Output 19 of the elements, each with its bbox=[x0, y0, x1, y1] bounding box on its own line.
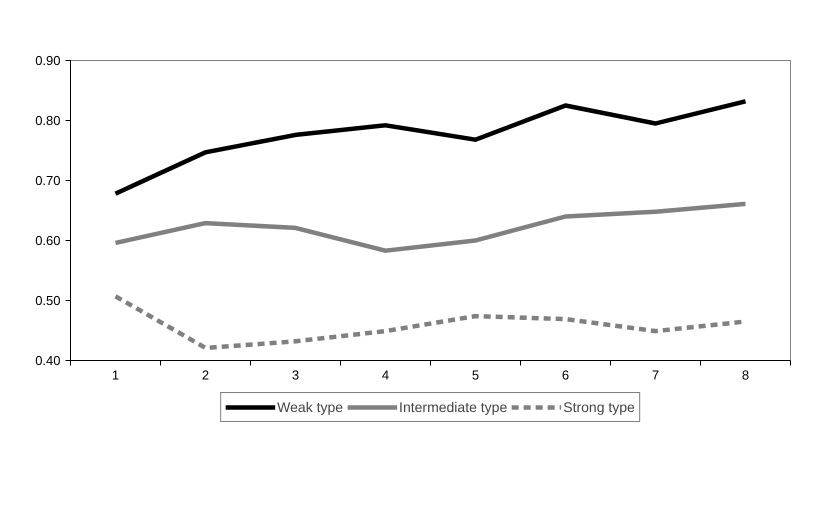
legend-label: Intermediate type bbox=[399, 399, 508, 415]
y-tick-label: 0.50 bbox=[35, 293, 61, 308]
y-tick-label: 0.60 bbox=[35, 233, 61, 248]
line-series bbox=[113, 202, 748, 253]
x-tick-label: 3 bbox=[292, 368, 300, 382]
line-series bbox=[113, 99, 748, 196]
x-tick-label: 8 bbox=[742, 368, 750, 382]
x-tick-label: 5 bbox=[472, 368, 480, 382]
x-tick-label: 7 bbox=[652, 368, 660, 382]
y-tick-label: 0.40 bbox=[35, 353, 61, 368]
y-tick-label: 0.90 bbox=[35, 53, 61, 68]
y-tick-label: 0.70 bbox=[35, 173, 61, 188]
x-tick-label: 1 bbox=[112, 368, 120, 382]
legend-label: Weak type bbox=[277, 399, 344, 415]
legend-label: Strong type bbox=[563, 399, 635, 415]
x-tick-label: 6 bbox=[562, 368, 570, 382]
x-tick-label: 2 bbox=[202, 368, 210, 382]
x-tick-label: 4 bbox=[382, 368, 390, 382]
y-tick-label: 0.80 bbox=[35, 113, 61, 128]
